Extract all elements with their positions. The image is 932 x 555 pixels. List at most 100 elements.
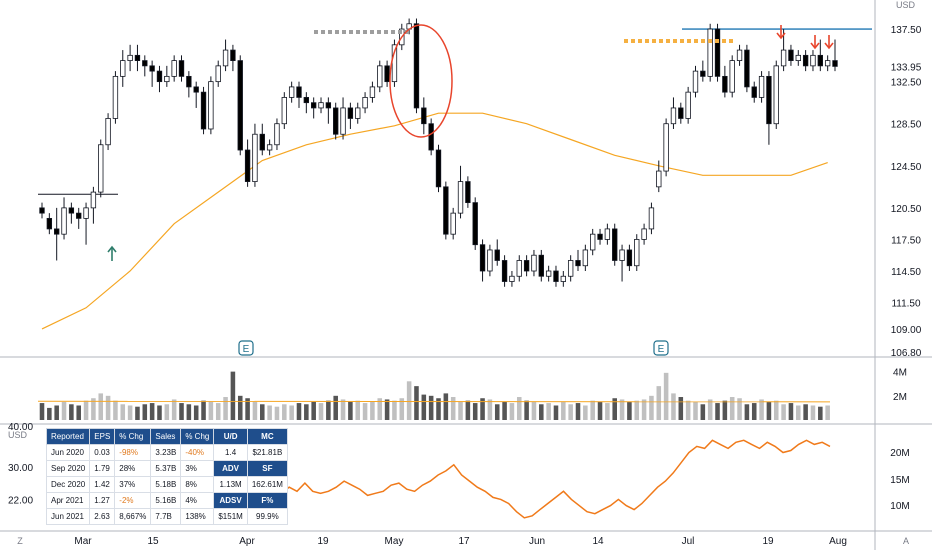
- dotted-marker: [328, 30, 332, 34]
- header-sales: Sales: [150, 428, 182, 445]
- volume-bar: [773, 400, 779, 420]
- volume-bar: [157, 405, 162, 420]
- candle: [619, 249, 625, 261]
- volume-bar: [223, 397, 228, 420]
- cell-eps: 1.79: [89, 460, 116, 477]
- time-tick-label: 19: [317, 536, 329, 547]
- dotted-marker: [321, 30, 325, 34]
- candle: [487, 249, 493, 272]
- volume-bar: [605, 403, 610, 420]
- volume-bar: [98, 393, 104, 420]
- dotted-marker: [631, 39, 635, 43]
- volume-bar: [179, 403, 184, 420]
- cell-sales: 5.16B: [150, 492, 182, 509]
- earnings-marker[interactable]: [238, 340, 254, 356]
- volume-bar: [803, 404, 808, 420]
- volume-bar: [443, 393, 449, 420]
- candle: [626, 249, 633, 267]
- candle: [266, 144, 273, 151]
- candle: [274, 123, 280, 146]
- dotted-marker: [666, 39, 670, 43]
- volume-bar: [399, 398, 405, 420]
- volume-bar: [707, 399, 713, 420]
- candle: [369, 86, 376, 98]
- candle: [729, 60, 735, 93]
- candle: [347, 107, 354, 119]
- candle: [634, 239, 640, 267]
- candle: [516, 260, 522, 277]
- cell-reported: Jun 2021: [45, 508, 91, 525]
- rs-volume-tick-label: 10M: [890, 501, 909, 512]
- volume-bar: [245, 398, 250, 420]
- candle: [604, 228, 611, 240]
- volume-bar: [414, 386, 419, 420]
- cell-eps-chg: -2%: [114, 492, 152, 509]
- candle: [465, 181, 471, 204]
- candle: [193, 86, 199, 93]
- candle: [567, 260, 574, 277]
- volume-bar: [671, 393, 676, 420]
- stat-label-ud: U/D: [213, 428, 248, 445]
- volume-bar: [656, 386, 662, 420]
- price-tick-label: 132.50: [891, 78, 922, 89]
- candle: [501, 260, 508, 282]
- volume-bar: [766, 401, 772, 420]
- volume-bar: [788, 403, 794, 420]
- candle: [259, 133, 265, 151]
- candle: [773, 65, 779, 125]
- volume-bar: [384, 399, 390, 420]
- down-arrow: [810, 42, 820, 50]
- candle: [802, 54, 809, 67]
- volume-bar: [164, 404, 170, 420]
- volume-bar: [201, 400, 206, 420]
- volume-bar: [590, 400, 595, 420]
- candle: [678, 107, 684, 119]
- volume-bar: [825, 405, 830, 420]
- volume-bar: [421, 394, 427, 420]
- volume-bar: [230, 371, 236, 420]
- cell-reported: Apr 2021: [45, 492, 91, 509]
- cell-eps-chg: 28%: [114, 460, 152, 477]
- volume-bar: [450, 397, 456, 420]
- candle: [325, 102, 332, 109]
- rs-volume-tick-label: 15M: [890, 475, 909, 486]
- volume-bar: [619, 399, 625, 420]
- volume-bar: [722, 400, 728, 420]
- candle: [46, 217, 53, 230]
- volume-bar: [472, 403, 478, 420]
- candle: [560, 275, 567, 282]
- price-tick-label: 137.50: [891, 25, 922, 36]
- stat-label-sf: SF: [246, 460, 288, 477]
- cell-sales: 3.23B: [150, 444, 182, 461]
- candle: [736, 49, 743, 61]
- dotted-marker: [342, 30, 346, 34]
- volume-bar: [237, 395, 243, 420]
- dotted-marker: [377, 30, 381, 34]
- candle: [810, 54, 816, 67]
- dotted-marker: [405, 30, 409, 34]
- candle: [670, 107, 677, 125]
- volume-bar: [340, 399, 346, 420]
- candle: [237, 60, 243, 151]
- candle: [377, 65, 383, 88]
- last-price-label: 133.95: [891, 62, 922, 73]
- candle: [707, 28, 713, 77]
- candle: [303, 97, 310, 104]
- stat-value-sf: 162.61M: [246, 476, 288, 493]
- dotted-marker: [349, 30, 353, 34]
- cell-reported: Jun 2020: [45, 444, 91, 461]
- dotted-marker: [715, 39, 719, 43]
- volume-bar: [289, 405, 294, 420]
- dotted-marker: [694, 39, 698, 43]
- candle: [545, 270, 552, 277]
- time-tick-label: May: [385, 536, 404, 547]
- earnings-marker[interactable]: [653, 340, 669, 356]
- time-tick-label: 17: [458, 536, 470, 547]
- moving-average-line: [41, 112, 828, 330]
- volume-bar: [458, 401, 463, 420]
- candle: [208, 81, 214, 130]
- time-axis-corner-right: A: [903, 536, 909, 546]
- cell-sales-chg: -40%: [180, 444, 215, 461]
